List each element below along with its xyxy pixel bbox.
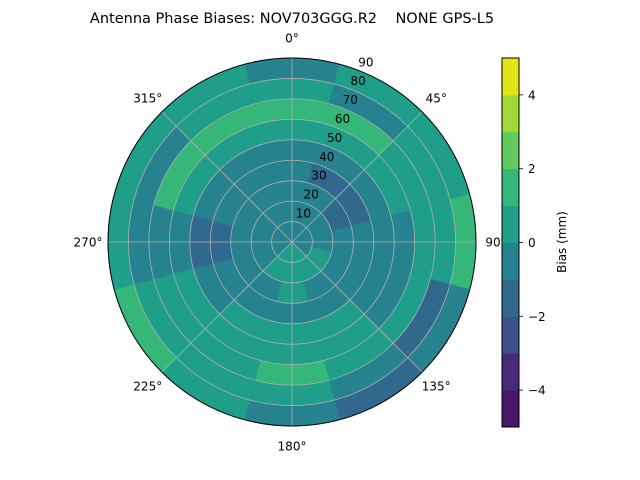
radial-tick-label: 80 [350,74,365,88]
colorbar-tick-label: 4 [528,88,536,102]
colorbar-band [502,58,519,96]
angular-tick-label: 90° [485,236,506,250]
radial-tick-label: 30 [311,169,326,183]
colorbar-band [502,242,519,280]
colorbar-band [502,316,519,354]
colorbar-band [502,205,519,243]
angular-gridline [161,111,293,243]
angular-tick-label: 315° [133,91,162,105]
colorbar-band [502,131,519,170]
polar-frame [107,57,477,427]
colorbar-label: Bias (mm) [555,211,569,273]
radial-tick-label: 90 [358,55,373,69]
angular-tick-label: 45° [426,91,447,105]
radial-tick-label: 60 [335,112,350,126]
radial-tick-label: 10 [296,206,311,220]
colorbar-band [502,279,519,317]
colorbar-band [502,390,519,428]
radial-tick-label: 20 [304,188,319,202]
chart-title: Antenna Phase Biases: NOV703GGG.R2 NONE … [90,11,494,27]
colorbar: −4 −2 0 2 4 [501,57,546,428]
angular-tick-label: 0° [285,32,299,46]
angular-gridline [291,241,423,373]
angular-tick-label: 135° [422,380,451,394]
colorbar-band [502,168,519,207]
radial-tick-label: 40 [319,150,334,164]
colorbar-band [502,94,519,133]
colorbar-tick-label: 0 [528,236,536,250]
colorbar-tick-label: −4 [528,384,546,398]
colorbar-tick-label: 2 [528,162,536,176]
colorbar-tick-label: −2 [528,310,546,324]
polar-plot: 0° 45° 90° 135° 180° 225° 270° 315° 10 20 30 40 50 60… [74,32,507,454]
angular-tick-label: 180° [278,440,307,454]
angular-tick-label: 270° [74,236,103,250]
angular-tick-label: 225° [133,380,162,394]
radial-tick-label: 50 [327,131,342,145]
colorbar-band [502,353,519,391]
angular-gridline [291,111,423,243]
angular-gridline [161,241,293,373]
radial-tick-label: 70 [343,93,358,107]
